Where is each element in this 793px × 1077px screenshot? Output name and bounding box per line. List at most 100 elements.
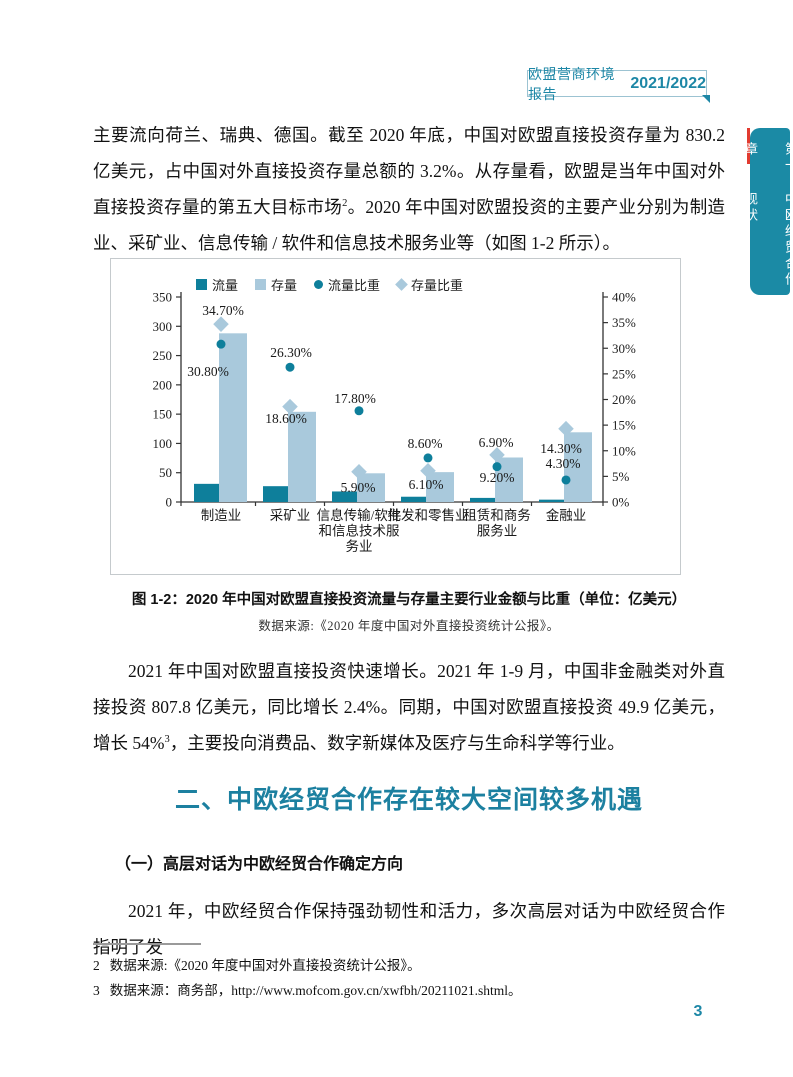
chart-point-stock-share xyxy=(420,462,436,479)
x-axis-category-label: 租赁和商务服务业 xyxy=(463,508,531,539)
paragraph-3: 2021 年，中欧经贸合作保持强劲韧性和活力，多次高层对话为中欧经贸合作指明了发 xyxy=(93,901,725,957)
chart-bar-flow xyxy=(194,483,219,502)
legend-swatch-flow-icon xyxy=(196,279,207,290)
chart-label-stock-share: 9.20% xyxy=(480,470,515,485)
paragraph-2: 2021 年中国对欧盟直接投资快速增长。2021 年 1-9 月，中国非金融类对… xyxy=(93,653,725,761)
right-axis-tick-label: 20% xyxy=(612,392,636,407)
page-number: 3 xyxy=(693,1003,703,1020)
chart-bar-flow xyxy=(263,486,288,502)
chart-bar-stock xyxy=(288,411,316,502)
chart-bar-flow xyxy=(470,497,495,502)
chart-label-stock-share: 34.70% xyxy=(202,303,244,318)
chart-point-flow-share xyxy=(285,362,295,372)
left-axis-tick-label: 350 xyxy=(153,290,173,305)
right-axis-tick-label: 5% xyxy=(612,469,630,484)
right-axis-tick-label: 0% xyxy=(612,495,630,510)
legend-swatch-stock-icon xyxy=(255,279,267,290)
footnote-item: 2 数据来源:《2020 年度中国对外直接投资统计公报》。 xyxy=(93,953,725,978)
right-axis-tick-label: 10% xyxy=(612,443,636,458)
left-axis-tick-label: 50 xyxy=(159,465,172,480)
chart-label-flow-share: 8.60% xyxy=(408,436,443,451)
chart-point-flow-share xyxy=(423,453,433,463)
chart-bar-stock xyxy=(426,472,454,502)
chart-label-stock-share: 6.10% xyxy=(409,477,444,492)
chart-point-flow-share xyxy=(216,339,226,349)
paragraph-1: 主要流向荷兰、瑞典、德国。截至 2020 年底，中国对欧盟直接投资存量为 830… xyxy=(93,117,725,261)
legend-item-flow: 流量 xyxy=(196,275,238,294)
x-axis-category-label: 采矿业 xyxy=(270,508,311,523)
legend-label-flow-share: 流量比重 xyxy=(328,278,381,293)
legend-label-stock-share: 存量比重 xyxy=(411,278,464,293)
chapter-title: 中欧经贸合作现状 xyxy=(743,191,793,288)
chart-bar-stock xyxy=(219,333,247,502)
left-axis-tick-label: 100 xyxy=(153,436,173,451)
figure-1-2-chart: 0 50 100 150 200 250 300 350 0% 5% 10% 15% 20% 25% 30%… xyxy=(110,258,681,575)
section-heading: 二、中欧经贸合作存在较大空间较多机遇 xyxy=(174,787,643,814)
report-header-badge: 欧盟营商环境报告 2021/2022 xyxy=(527,66,710,103)
footnote-ref-2: 2 xyxy=(342,198,348,210)
chart-label-flow-share: 30.80% xyxy=(187,364,229,379)
x-axis-category-label: 金融业 xyxy=(546,508,587,523)
footnote-ref-3: 3 xyxy=(164,734,170,746)
x-axis-category-label: 批发和零售业 xyxy=(388,508,469,523)
footnote-list: 2 数据来源:《2020 年度中国对外直接投资统计公报》。 3 数据来源：商务部… xyxy=(93,953,725,1003)
paragraph-2-text: 2021 年中国对欧盟直接投资快速增长。2021 年 1-9 月，中国非金融类对… xyxy=(93,661,725,753)
subsection-heading: （一）高层对话为中欧经贸合作确定方向 xyxy=(115,856,404,873)
chart-point-flow-share xyxy=(561,475,571,485)
left-axis-tick-label: 150 xyxy=(153,407,173,422)
footnote-item: 3 数据来源：商务部，http://www.mofcom.gov.cn/xwfb… xyxy=(93,978,725,1003)
chart-legend: 流量 存量 流量比重 存量比重 xyxy=(196,275,463,294)
footnote-number: 3 xyxy=(93,983,100,998)
legend-item-stock-share: 存量比重 xyxy=(395,275,464,294)
chart-bar-flow xyxy=(332,491,357,502)
chart-label-stock-share: 14.30% xyxy=(540,441,582,456)
chart-label-flow-share: 17.80% xyxy=(334,391,376,406)
chart-canvas: 0 50 100 150 200 250 300 350 0% 5% 10% 15% 20% 25% 30%… xyxy=(153,290,637,555)
legend-item-flow-share: 流量比重 xyxy=(314,275,380,294)
chart-bar-flow xyxy=(539,499,564,502)
footnote-text: 数据来源：商务部，http://www.mofcom.gov.cn/xwfbh/… xyxy=(109,983,522,998)
report-year: 2021/2022 xyxy=(630,74,706,92)
chart-bar-stock xyxy=(564,432,592,502)
right-axis-tick-label: 30% xyxy=(612,341,636,356)
left-axis-tick-label: 0 xyxy=(166,495,173,510)
left-axis-tick-label: 250 xyxy=(153,348,173,363)
legend-item-stock: 存量 xyxy=(255,275,297,294)
legend-swatch-stock-share-icon xyxy=(395,278,408,291)
chart-label-flow-share: 6.90% xyxy=(479,435,514,450)
chart-point-stock-share xyxy=(213,316,229,332)
chapter-tab-accent xyxy=(747,128,750,164)
right-axis-tick-label: 40% xyxy=(612,290,636,305)
chart-label-flow-share: 26.30% xyxy=(270,345,312,360)
chapter-number: 第一章 xyxy=(743,142,793,174)
figure-caption: 图 1-2：2020 年中国对欧盟直接投资流量与存量主要行业金额与比重（单位：亿… xyxy=(131,592,687,608)
chart-label-stock-share: 5.90% xyxy=(341,480,376,495)
chart-bar-flow xyxy=(401,496,426,502)
x-axis-category-label: 制造业 xyxy=(201,508,242,523)
left-axis-tick-label: 200 xyxy=(153,377,173,392)
right-axis-tick-label: 35% xyxy=(612,315,636,330)
chart-bar-stock xyxy=(357,473,385,502)
right-axis-tick-label: 15% xyxy=(612,418,636,433)
right-axis-tick-label: 25% xyxy=(612,366,636,381)
paragraph-2-text-cont: ，主要投向消费品、数字新媒体及医疗与生命科学等行业。 xyxy=(169,733,625,753)
legend-label-stock: 存量 xyxy=(271,278,298,293)
left-axis-tick-label: 300 xyxy=(153,319,173,334)
legend-label-flow: 流量 xyxy=(212,278,239,293)
chart-point-stock-share xyxy=(351,463,367,480)
legend-swatch-flow-share-icon xyxy=(314,280,324,289)
chart-point-flow-share xyxy=(492,462,502,472)
badge-corner-icon xyxy=(702,95,710,103)
footnote-divider xyxy=(93,943,201,945)
paragraph-1-text-cont: 。2020 年中国对欧盟投资的主要产业分别为制造业、采矿业、信息传输 / 软件和… xyxy=(93,197,726,253)
report-title: 欧盟营商环境报告 xyxy=(528,65,615,102)
figure-source: 数据来源:《2020 年度中国对外直接投资统计公报》。 xyxy=(258,619,560,633)
footnote-text: 数据来源:《2020 年度中国对外直接投资统计公报》。 xyxy=(109,958,421,973)
footnote-number: 2 xyxy=(93,958,100,973)
chapter-tab: 第一章 中欧经贸合作现状 xyxy=(743,128,793,295)
chart-point-flow-share xyxy=(354,406,364,416)
paragraph-1-text: 主要流向荷兰、瑞典、德国。截至 2020 年底，中国对欧盟直接投资存量为 830… xyxy=(93,125,725,217)
x-axis-category-label: 信息传输/软件和信息技术服务业 xyxy=(317,507,402,554)
chart-point-stock-share xyxy=(282,398,298,415)
